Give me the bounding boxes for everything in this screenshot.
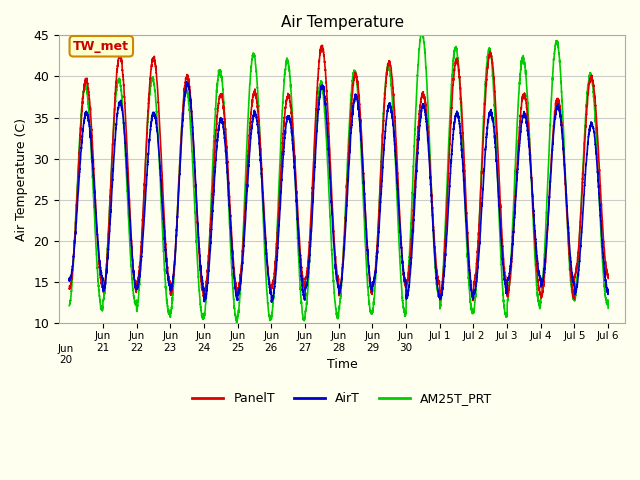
Title: Air Temperature: Air Temperature: [280, 15, 404, 30]
Y-axis label: Air Temperature (C): Air Temperature (C): [15, 118, 28, 241]
X-axis label: Time: Time: [326, 358, 358, 371]
Text: TW_met: TW_met: [74, 40, 129, 53]
Text: Jun
20: Jun 20: [58, 344, 74, 365]
Legend: PanelT, AirT, AM25T_PRT: PanelT, AirT, AM25T_PRT: [187, 387, 497, 410]
